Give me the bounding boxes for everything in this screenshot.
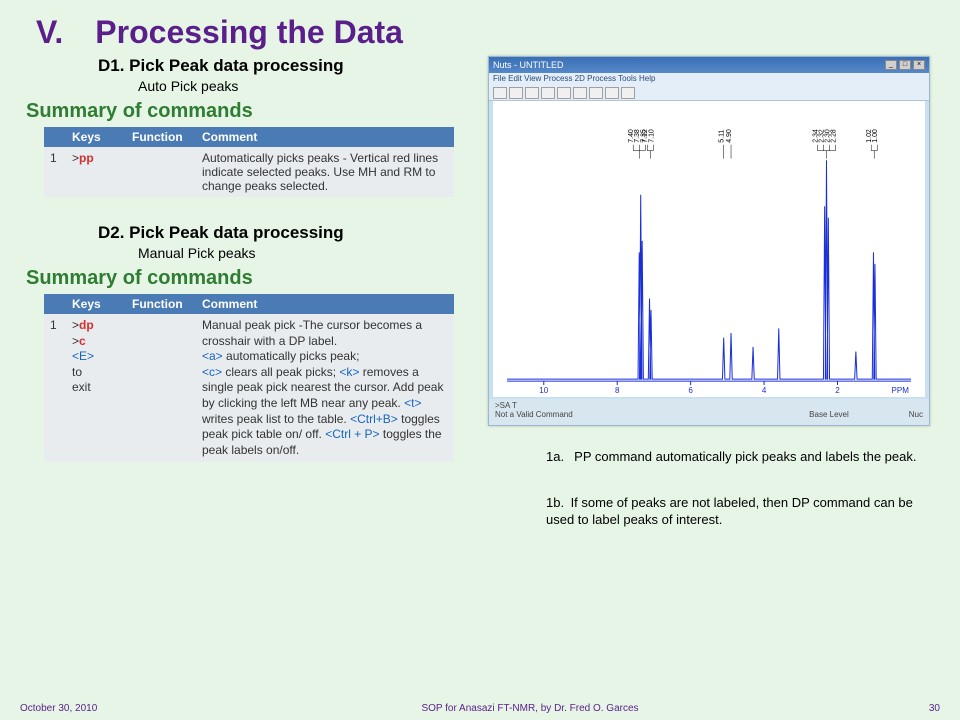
nmr-titlebar: Nuts - UNTITLED _ □ × [489, 57, 929, 73]
table-cell-keys: >pp [66, 147, 126, 197]
d1-command-table: Keys Function Comment 1 >pp Automaticall… [44, 127, 454, 197]
footer-page: 30 [900, 703, 940, 714]
close-icon[interactable]: × [913, 60, 925, 70]
svg-text:10: 10 [539, 386, 548, 395]
svg-text:5.11: 5.11 [719, 130, 726, 143]
toolbar-button[interactable] [573, 87, 587, 99]
slide-title: V. Processing the Data [0, 0, 960, 51]
svg-text:4: 4 [762, 386, 767, 395]
toolbar-button[interactable] [509, 87, 523, 99]
status-text: >SA T [495, 401, 923, 410]
nmr-toolbar[interactable] [489, 85, 929, 101]
svg-text:8: 8 [615, 386, 620, 395]
note-1b: 1b. If some of peaks are not labeled, th… [546, 494, 930, 529]
minimize-icon[interactable]: _ [885, 60, 897, 70]
table-header: Comment [196, 294, 454, 314]
svg-text:PPM: PPM [892, 386, 909, 395]
status-text: Base Level [809, 410, 849, 419]
table-cell [126, 314, 196, 462]
table-header: Function [126, 294, 196, 314]
slide-footer: October 30, 2010 SOP for Anasazi FT-NMR,… [0, 703, 960, 714]
table-cell [126, 147, 196, 197]
toolbar-button[interactable] [605, 87, 619, 99]
d1-summary-heading: Summary of commands [26, 100, 468, 123]
svg-text:6: 6 [688, 386, 693, 395]
d2-subheading: Manual Pick peaks [138, 245, 468, 261]
nmr-status-bar: >SA T Not a Valid Command Base Level Nuc [489, 399, 929, 425]
toolbar-button[interactable] [589, 87, 603, 99]
footer-center: SOP for Anasazi FT-NMR, by Dr. Fred O. G… [160, 703, 900, 714]
table-header [44, 127, 66, 147]
left-column: D1. Pick Peak data processing Auto Pick … [18, 50, 468, 462]
maximize-icon[interactable]: □ [899, 60, 911, 70]
toolbar-button[interactable] [621, 87, 635, 99]
right-column: Nuts - UNTITLED _ □ × File Edit View Pro… [488, 56, 930, 529]
footer-date: October 30, 2010 [20, 703, 160, 714]
toolbar-button[interactable] [525, 87, 539, 99]
svg-text:2.28: 2.28 [831, 129, 838, 143]
table-header: Keys [66, 127, 126, 147]
toolbar-button[interactable] [541, 87, 555, 99]
d1-heading: D1. Pick Peak data processing [98, 56, 468, 76]
table-cell: 1 [44, 147, 66, 197]
svg-text:7.10: 7.10 [648, 129, 655, 143]
nmr-plot-area: 108642PPM7.407.387.357.127.105.114.902.3… [493, 101, 925, 397]
svg-text:1.00: 1.00 [872, 129, 879, 143]
table-header: Function [126, 127, 196, 147]
d1-subheading: Auto Pick peaks [138, 78, 468, 94]
table-header: Keys [66, 294, 126, 314]
svg-text:2: 2 [835, 386, 840, 395]
d2-command-table: Keys Function Comment 1 >dp >c <E> to ex… [44, 294, 454, 462]
table-cell: 1 [44, 314, 66, 462]
note-1a: 1a. PP command automatically pick peaks … [546, 448, 930, 466]
table-cell-comment: Manual peak pick -The cursor becomes a c… [196, 314, 454, 462]
table-cell-comment: Automatically picks peaks - Vertical red… [196, 147, 454, 197]
table-header: Comment [196, 127, 454, 147]
svg-text:4.90: 4.90 [726, 129, 733, 143]
d2-heading: D2. Pick Peak data processing [98, 223, 468, 243]
nmr-menubar[interactable]: File Edit View Process 2D Process Tools … [489, 73, 929, 85]
toolbar-button[interactable] [493, 87, 507, 99]
table-header [44, 294, 66, 314]
table-cell-keys: >dp >c <E> to exit [66, 314, 126, 462]
nmr-screenshot: Nuts - UNTITLED _ □ × File Edit View Pro… [488, 56, 930, 426]
status-text: Not a Valid Command [495, 410, 573, 419]
d2-summary-heading: Summary of commands [26, 267, 468, 290]
toolbar-button[interactable] [557, 87, 571, 99]
nmr-window-title: Nuts - UNTITLED [493, 60, 564, 70]
status-text: Nuc [909, 410, 923, 419]
